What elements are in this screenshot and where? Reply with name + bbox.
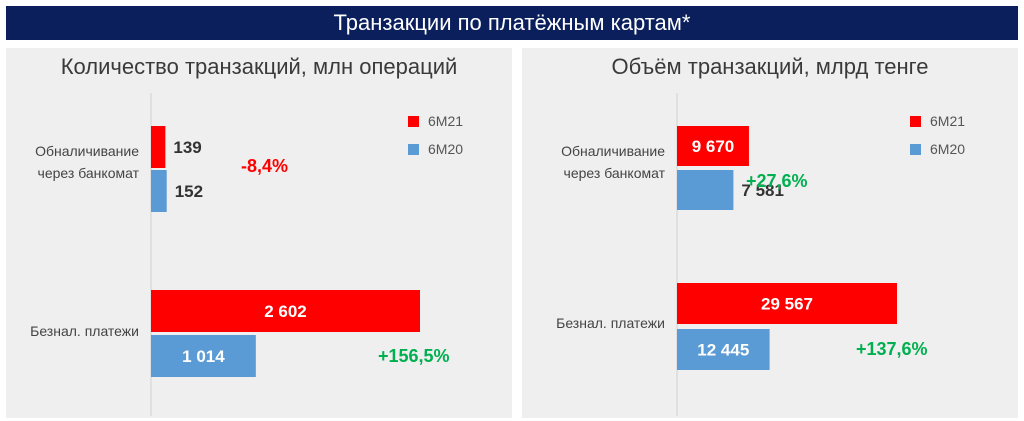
bar-6m20 <box>151 170 167 212</box>
legend-swatch-6m21 <box>408 116 419 127</box>
chart-title: Количество транзакций, млн операций <box>60 54 458 79</box>
legend-label-6m20: 6M20 <box>930 141 965 157</box>
data-label-6m21: 2 602 <box>264 302 307 321</box>
bar-6m20 <box>151 335 256 377</box>
bar-6m21 <box>151 126 166 168</box>
data-label-6m20: 12 445 <box>697 341 749 360</box>
change-annotation: +27,6% <box>746 171 808 191</box>
change-annotation: +156,5% <box>378 346 450 366</box>
change-annotation: -8,4% <box>241 156 288 176</box>
data-label-6m21: 139 <box>173 138 201 157</box>
bar-6m21 <box>151 290 420 332</box>
category-label: через банкомат <box>38 165 140 181</box>
bar-6m20 <box>677 170 734 210</box>
data-label-6m21: 9 670 <box>692 137 735 156</box>
panel-transaction-count: Количество транзакций, млн операций 6M21… <box>6 48 512 418</box>
legend-swatch-6m21 <box>910 116 921 127</box>
category-label: Обналичивание <box>35 143 139 159</box>
chart-transaction-count: 6M21 6M20 Обналичивание через банкомат 139 15… <box>30 93 463 416</box>
data-label-6m20: 152 <box>175 182 203 201</box>
category-label: Безнал. платежи <box>556 315 665 331</box>
data-label-6m20: 7 581 <box>741 181 784 200</box>
category-label: через банкомат <box>564 165 666 181</box>
change-annotation: +137,6% <box>856 339 928 359</box>
panel-transaction-volume: Объём транзакций, млрд тенге 6M21 6M20 Обн… <box>522 48 1018 418</box>
data-label-6m20: 1 014 <box>182 347 225 366</box>
legend-label-6m21: 6M21 <box>930 113 965 129</box>
header-title: Транзакции по платёжным картам* <box>333 10 691 35</box>
chart-header: Транзакции по платёжным картам* <box>6 6 1018 40</box>
bar-6m21 <box>677 283 897 324</box>
legend-label-6m20: 6M20 <box>428 141 463 157</box>
legend-label-6m21: 6M21 <box>428 113 463 129</box>
data-label-6m21: 29 567 <box>761 295 813 314</box>
legend-swatch-6m20 <box>910 144 921 155</box>
chart-transaction-volume: 6M21 6M20 Обналичивание через банкомат 9 670… <box>556 93 965 416</box>
legend-swatch-6m20 <box>408 144 419 155</box>
bar-6m21 <box>677 126 749 166</box>
chart-title: Объём транзакций, млрд тенге <box>611 54 929 79</box>
category-label: Обналичивание <box>561 143 665 159</box>
bar-6m20 <box>677 329 770 370</box>
category-label: Безнал. платежи <box>30 323 139 339</box>
